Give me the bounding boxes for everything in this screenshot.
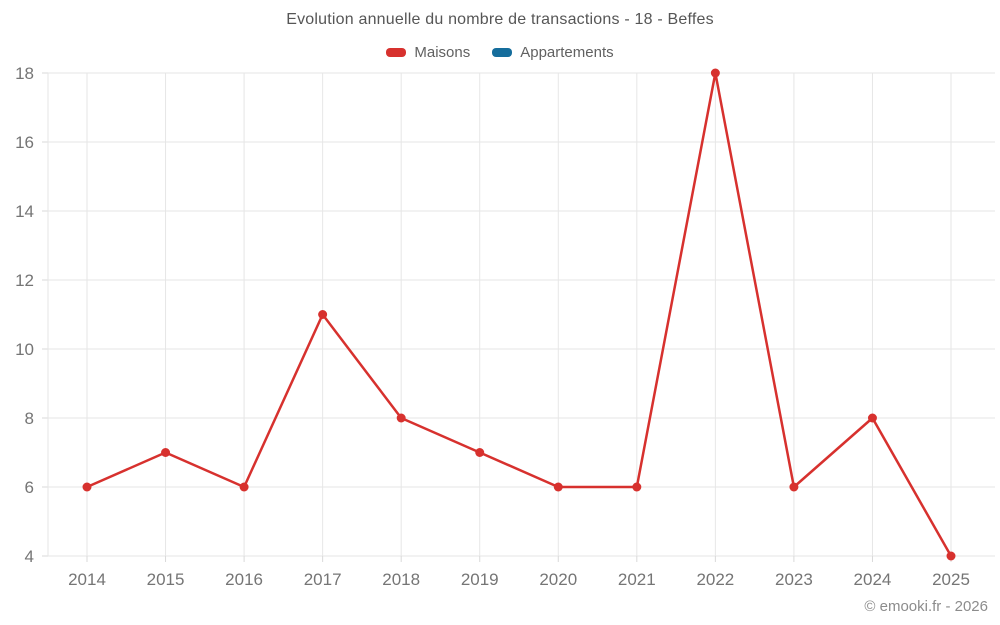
legend: Maisons Appartements: [0, 44, 1000, 61]
x-axis-label: 2016: [225, 570, 263, 589]
x-axis-label: 2019: [461, 570, 499, 589]
legend-item-maisons[interactable]: Maisons: [386, 44, 470, 61]
y-axis-label: 18: [15, 64, 34, 83]
series-maisons: [82, 68, 956, 561]
y-axis-label: 16: [15, 133, 34, 152]
data-point[interactable]: [396, 413, 406, 423]
chart-title: Evolution annuelle du nombre de transact…: [286, 11, 714, 28]
y-axis-label: 10: [15, 340, 34, 359]
data-point[interactable]: [553, 482, 563, 492]
x-axis-label: 2017: [304, 570, 342, 589]
x-axis-label: 2023: [775, 570, 813, 589]
legend-label: Appartements: [520, 44, 614, 61]
x-axis-label: 2021: [618, 570, 656, 589]
legend-item-appartements[interactable]: Appartements: [492, 44, 614, 61]
y-axis-label: 4: [25, 547, 34, 566]
y-axis-label: 12: [15, 271, 34, 290]
x-axis-label: 2020: [539, 570, 577, 589]
x-axis-label: 2024: [854, 570, 892, 589]
data-point[interactable]: [318, 310, 328, 319]
y-axis-label: 14: [15, 202, 34, 221]
legend-label: Maisons: [414, 44, 471, 61]
x-axis-label: 2025: [932, 570, 970, 589]
data-point[interactable]: [632, 482, 642, 492]
data-point[interactable]: [710, 68, 720, 78]
x-axis-label: 2015: [147, 570, 185, 589]
data-point[interactable]: [789, 482, 799, 492]
x-axis-label: 2018: [382, 570, 420, 589]
data-point[interactable]: [82, 482, 92, 492]
series-line: [85, 71, 953, 558]
legend-swatch-maisons: [386, 48, 407, 57]
y-axis-label: 6: [25, 478, 34, 497]
data-point[interactable]: [475, 448, 485, 457]
legend-swatch-appartements: [492, 48, 513, 57]
data-point[interactable]: [161, 448, 171, 457]
data-point[interactable]: [239, 482, 249, 492]
data-point[interactable]: [946, 551, 956, 561]
copyright-text: © emooki.fr - 2026: [864, 598, 988, 615]
x-axis-label: 2022: [696, 570, 734, 589]
x-axis-label: 2014: [68, 570, 106, 589]
gridlines: [42, 72, 995, 562]
data-point[interactable]: [867, 413, 877, 423]
y-axis-label: 8: [25, 409, 34, 428]
